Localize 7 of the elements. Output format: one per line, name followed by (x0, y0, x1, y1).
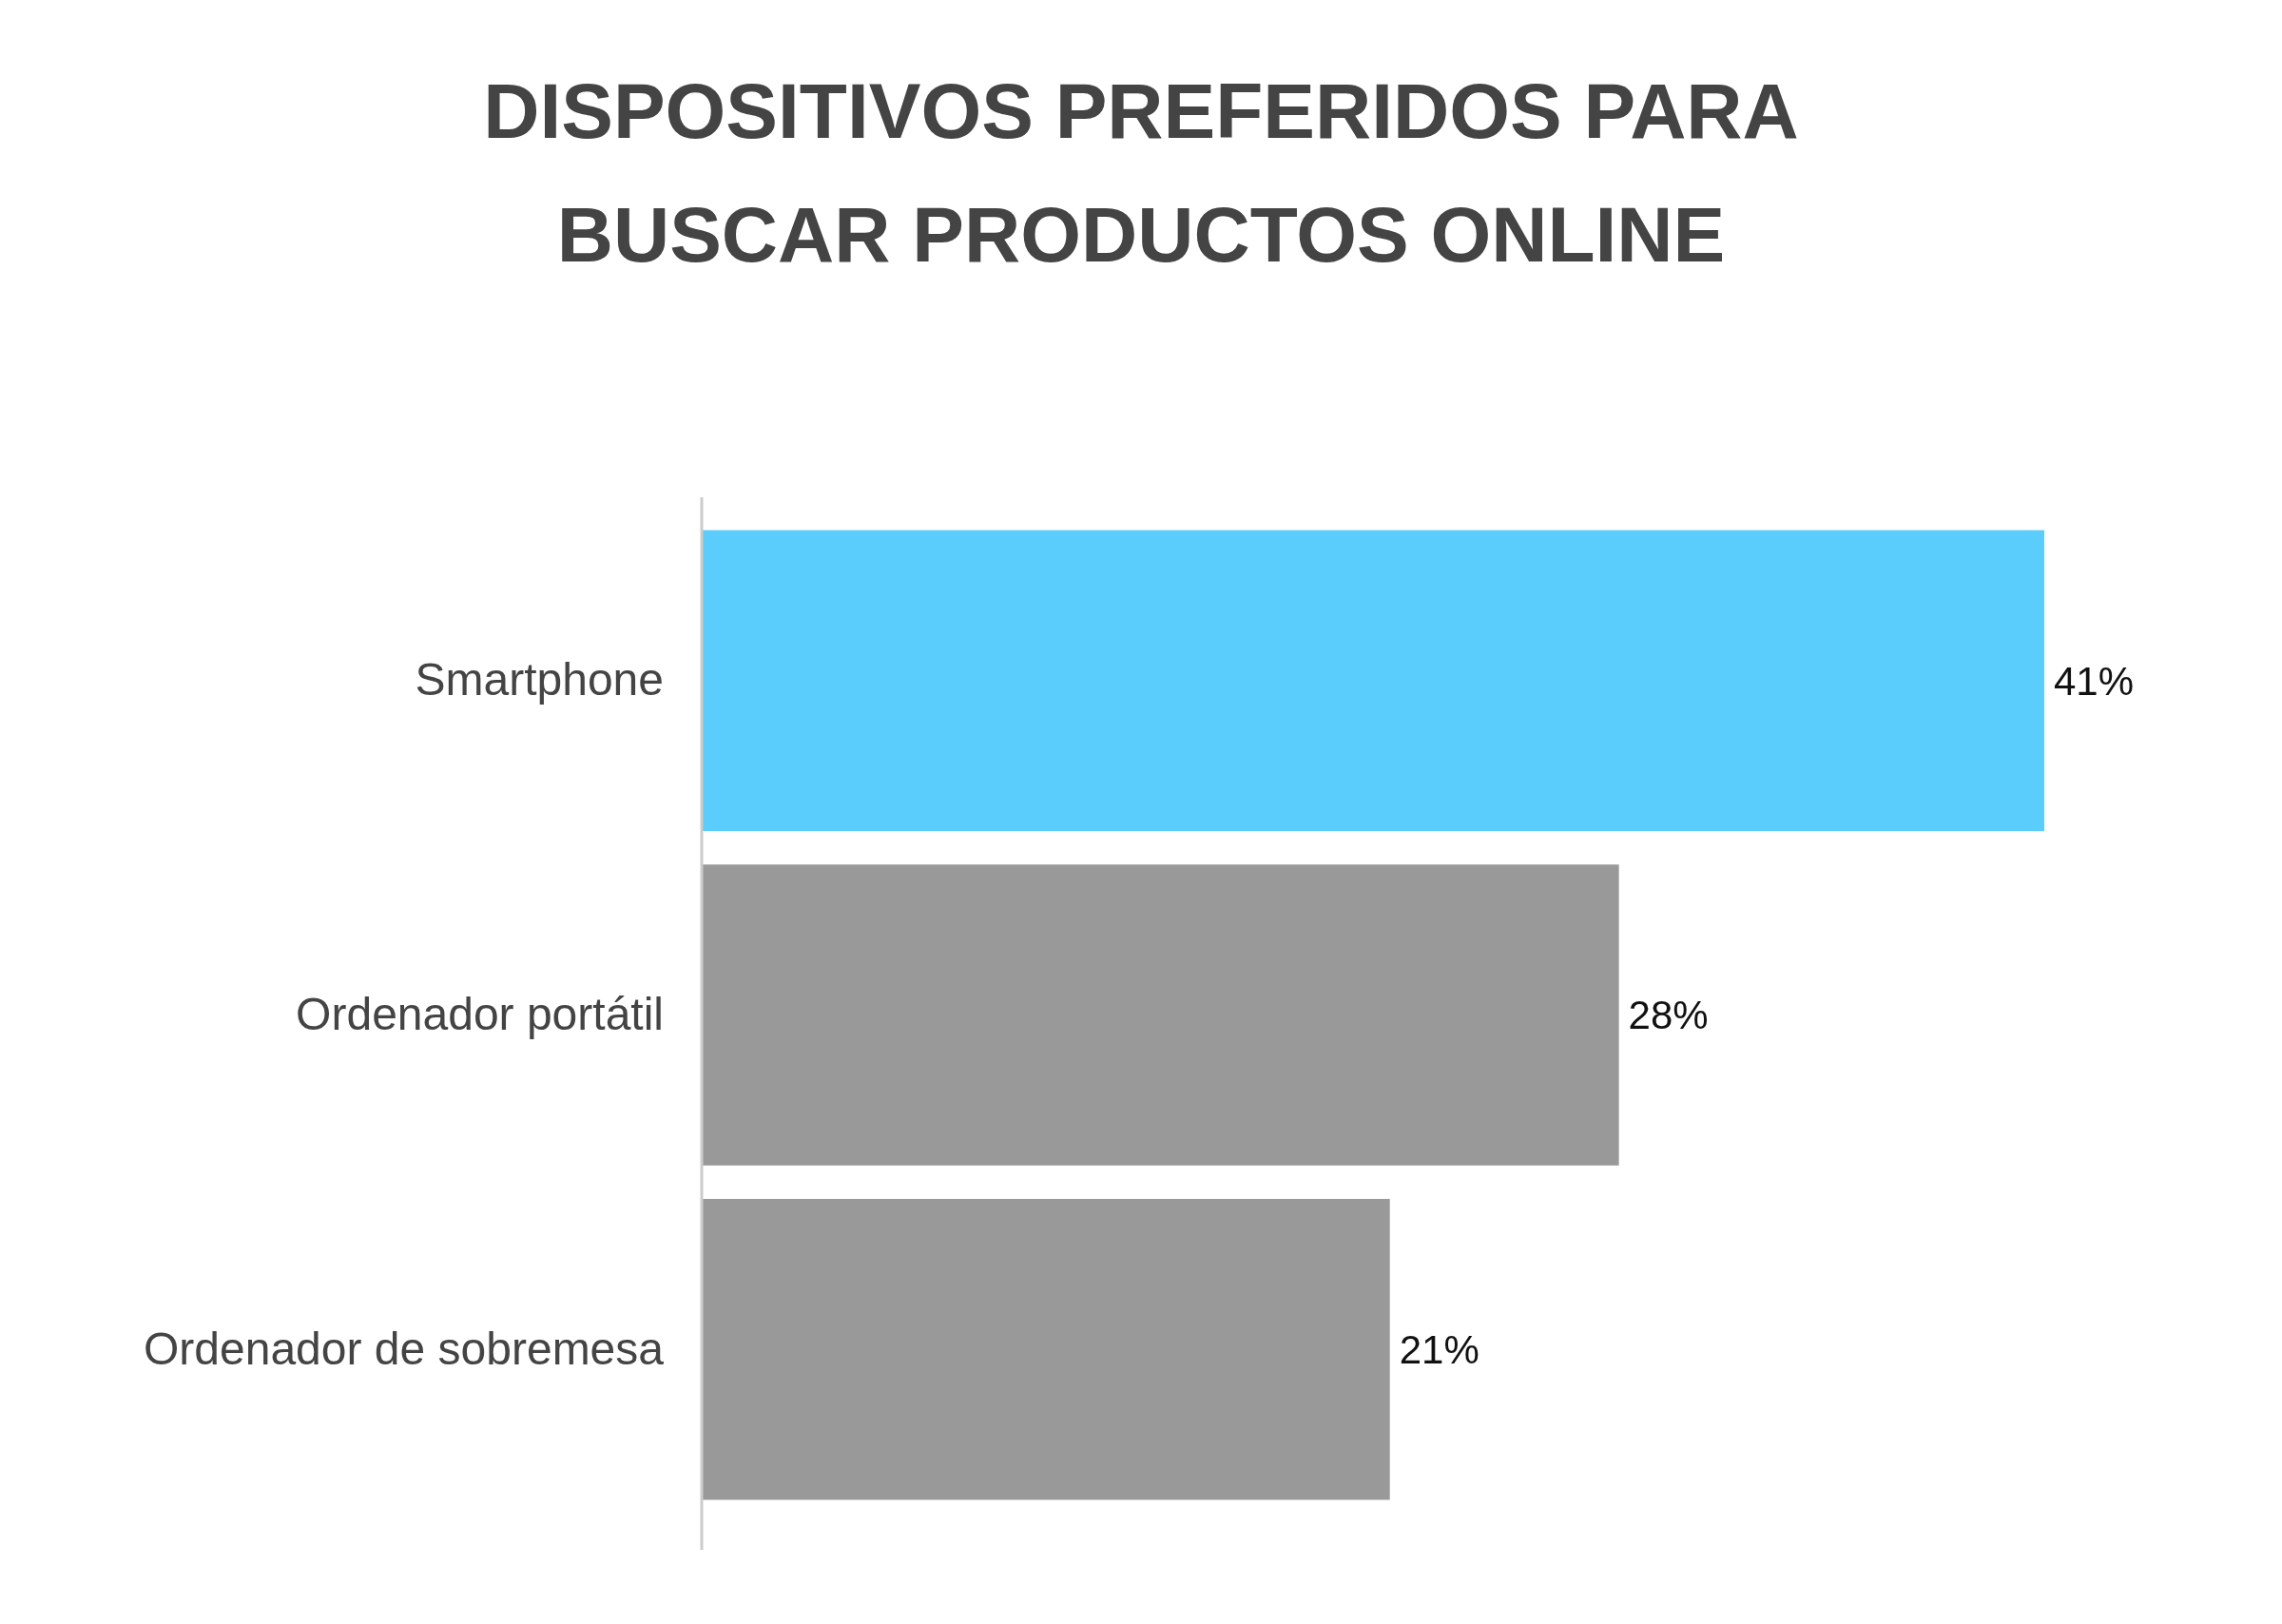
y-tick-label: Ordenador portátil (296, 988, 664, 1039)
y-tick-label: Ordenador de sobremesa (144, 1323, 665, 1374)
y-tick-label: Smartphone (415, 654, 664, 706)
data-label: 41% (2054, 658, 2135, 704)
data-label: 21% (1399, 1326, 1479, 1372)
chart-title: DISPOSITIVOS PREFERIDOS PARA BUSCAR PRODUCTOS ONLINE (483, 68, 1799, 278)
data-label: 28% (1628, 993, 1709, 1038)
